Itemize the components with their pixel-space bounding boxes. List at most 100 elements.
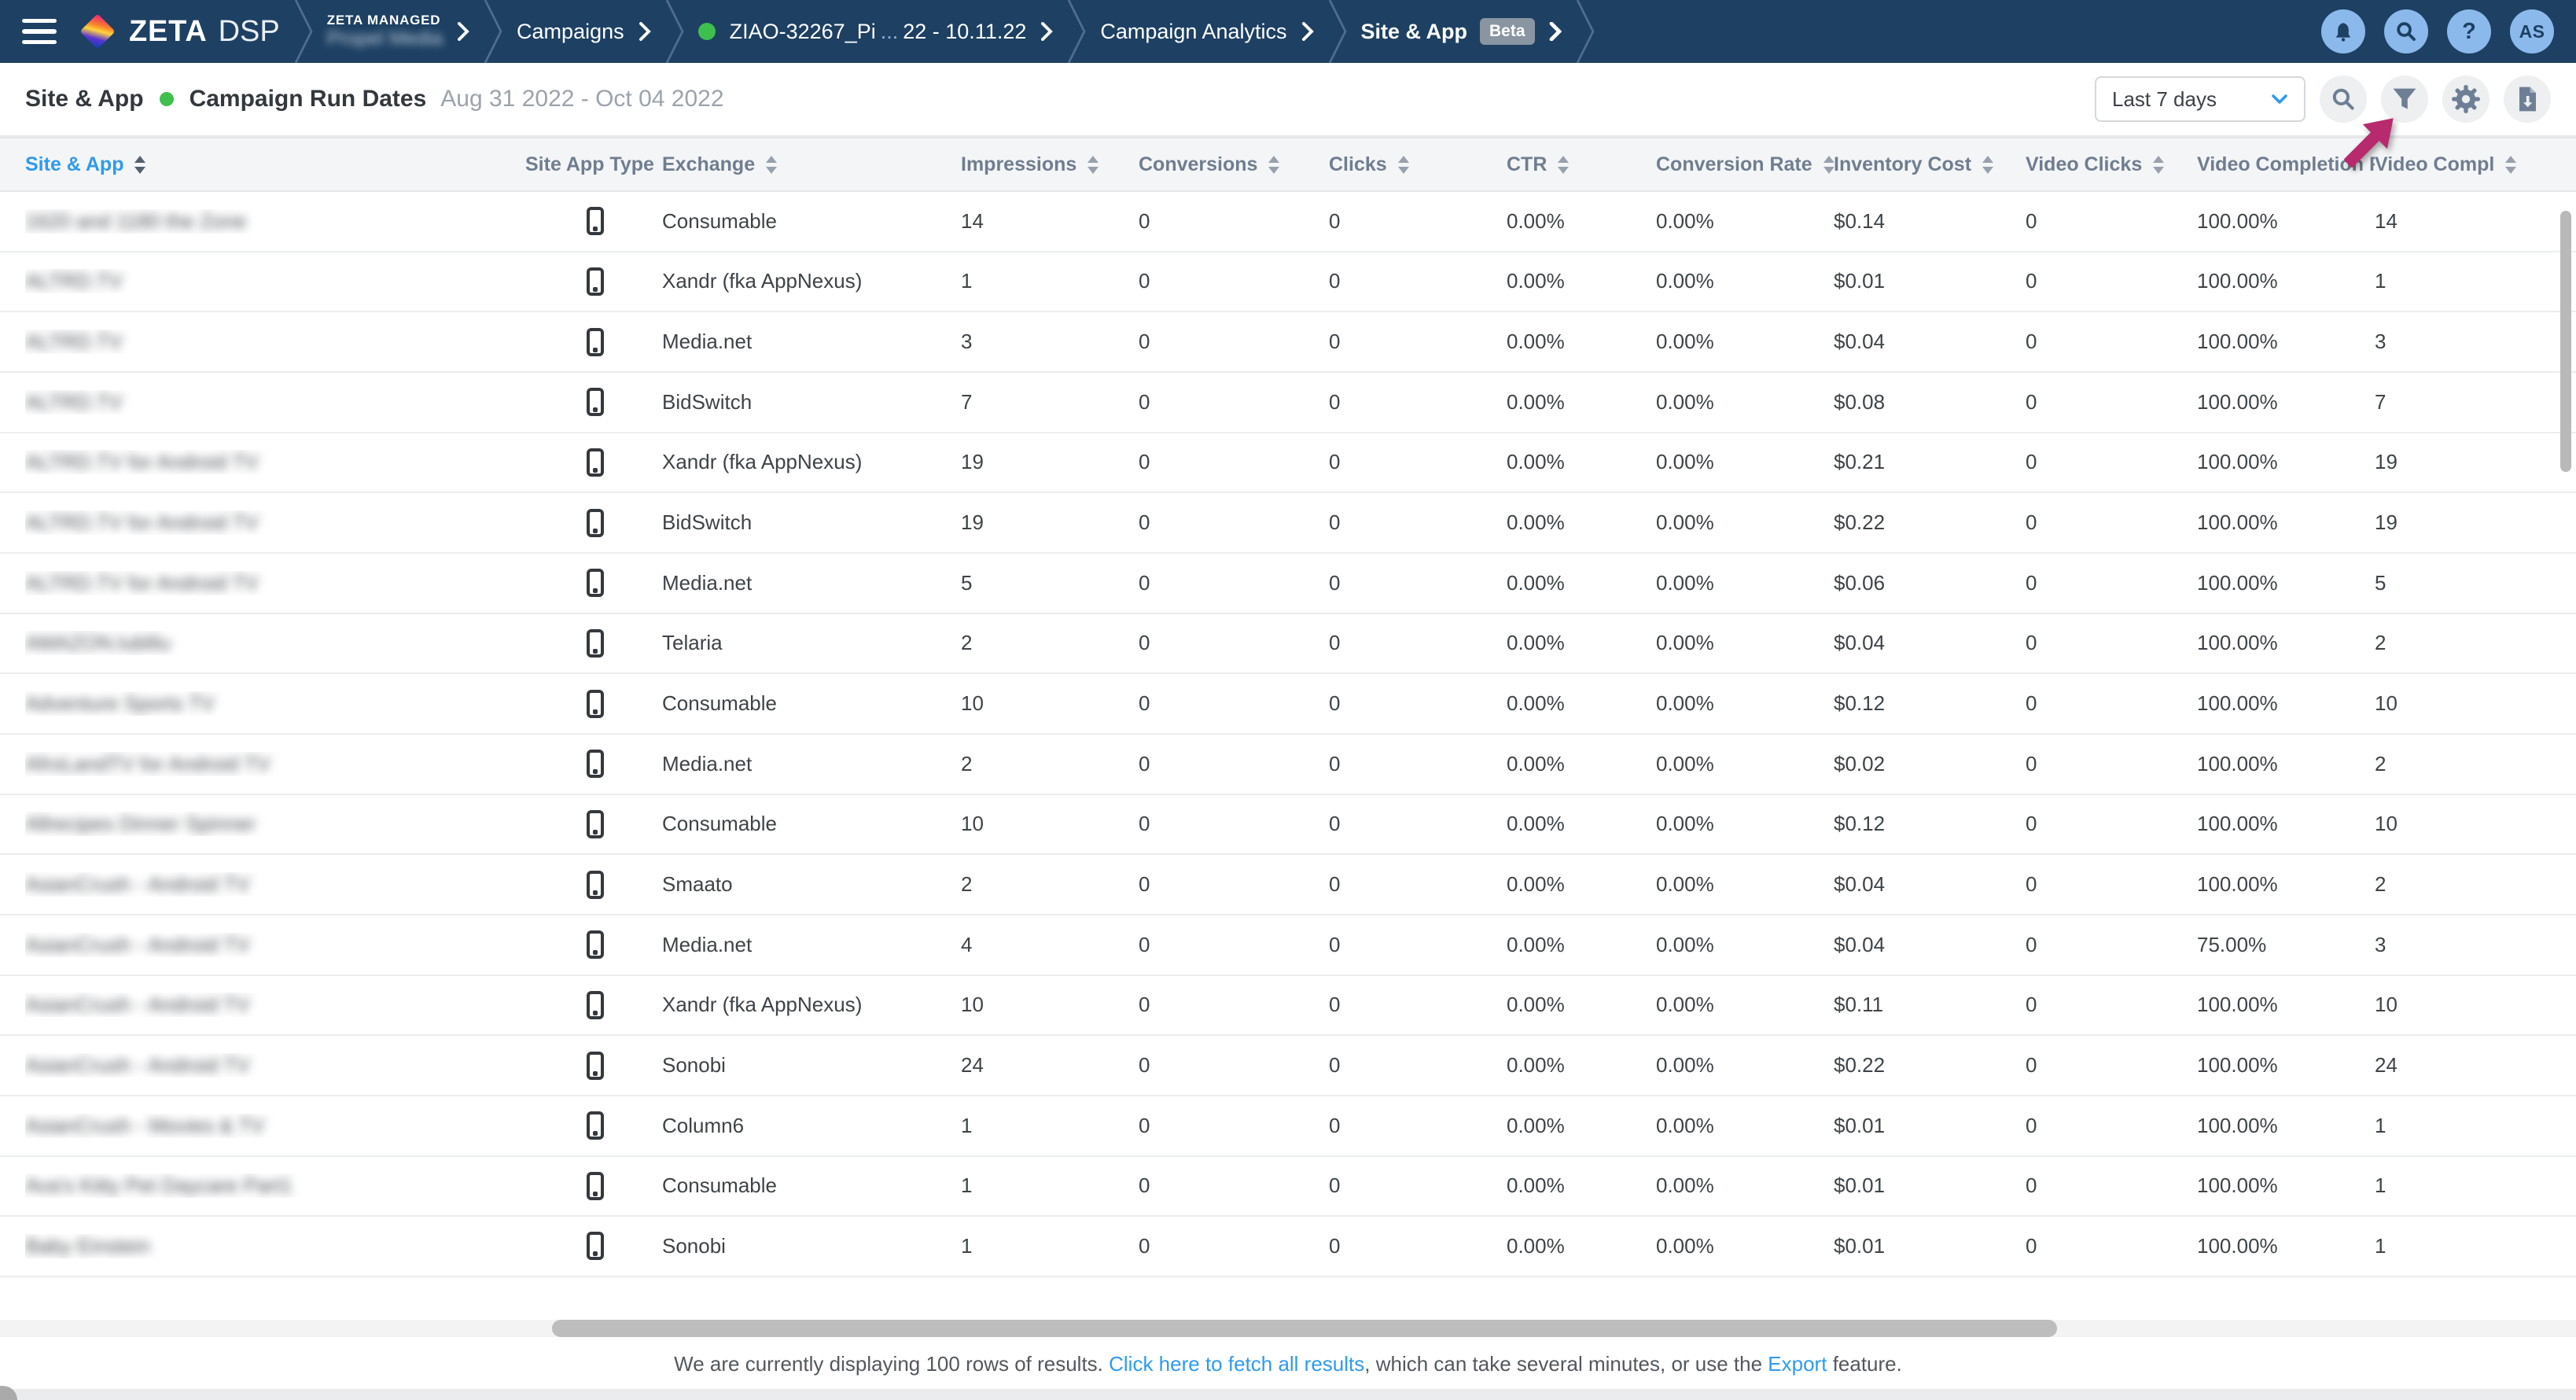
breadcrumb-site-and-app[interactable]: Site & App Beta [1361,18,1562,45]
column-header[interactable]: Site & App [25,153,525,176]
date-range-text: Aug 31 2022 - Oct 04 2022 [440,86,724,112]
ctr-cell: 0.00% [1507,510,1565,535]
column-header[interactable]: Inventory Cost [1834,153,2026,176]
horizontal-scrollbar-thumb[interactable] [552,1320,2057,1337]
video-clicks-cell: 0 [2026,691,2037,716]
settings-button[interactable] [2442,76,2490,123]
column-header[interactable]: Conversions [1139,153,1329,176]
filter-button[interactable] [2381,76,2428,123]
site-name-blurred: ALTRD.TV [25,389,123,414]
inventory-cost-cell: $0.12 [1834,691,1886,716]
site-app-type-cell [525,569,662,598]
date-range-select[interactable]: Last 7 days [2095,76,2306,122]
ctr-cell: 0.00% [1507,389,1565,414]
sort-arrows-icon [1823,156,1834,174]
ctr-cell: 0.00% [1507,450,1565,474]
conversions-cell: 0 [1139,330,1150,354]
conversions-cell: 0 [1139,631,1150,655]
column-header[interactable]: Video Clicks [2026,153,2197,176]
site-name-blurred: Allrecipes Dinner Spinner [25,812,256,836]
inventory-cost-cell: $0.04 [1834,330,1886,354]
help-button[interactable]: ? [2447,9,2491,53]
site-app-type-cell [525,809,662,838]
video-completions-cell: 1 [2375,1233,2386,1258]
impressions-cell: 5 [961,570,973,595]
video-completion-rate-cell: 100.00% [2197,510,2278,535]
column-header[interactable]: Clicks [1329,153,1507,176]
conversions-cell: 0 [1139,1053,1150,1078]
mobile-app-icon [587,569,604,598]
mobile-app-icon [587,1111,604,1140]
clicks-cell: 0 [1329,751,1341,776]
mobile-app-icon [587,689,604,718]
video-clicks-cell: 0 [2026,932,2037,956]
clicks-cell: 0 [1329,1233,1341,1258]
exchange-cell: Media.net [662,751,753,776]
column-header-label: Conversion Rate [1656,153,1812,175]
mobile-app-icon [587,267,604,296]
breadcrumb-campaign[interactable]: ZIAO-32267_Pi ... 22 - 10.11.22 [697,20,1054,44]
video-completions-cell: 2 [2375,872,2386,897]
user-avatar[interactable]: AS [2510,9,2554,53]
video-completion-rate-cell: 100.00% [2197,269,2278,293]
impressions-cell: 3 [961,330,973,354]
impressions-cell: 10 [961,691,984,716]
clicks-cell: 0 [1329,510,1341,535]
video-clicks-cell: 0 [2026,812,2037,836]
gear-icon [2452,85,2480,113]
zeta-diamond-icon [79,13,116,50]
impressions-cell: 1 [961,1233,973,1258]
inventory-cost-cell: $0.06 [1834,570,1886,595]
site-app-cell: Adventure Sports TV [25,691,525,716]
breadcrumb-separator [1068,0,1086,63]
breadcrumb-zeta-managed[interactable]: ZETA MANAGED Propel Media [327,13,469,50]
table-search-button[interactable] [2320,76,2367,123]
horizontal-scrollbar-track[interactable] [0,1320,2576,1337]
column-header[interactable]: Conversion Rate [1656,153,1834,176]
video-completions-cell: 5 [2375,570,2386,595]
site-app-table: Site & App Site App Type Exchange Impres… [0,137,2576,1279]
export-link[interactable]: Export [1768,1351,1827,1376]
vertical-scrollbar-thumb[interactable] [2560,211,2571,472]
video-clicks-cell: 0 [2026,389,2037,414]
fetch-all-results-link[interactable]: Click here to fetch all results [1109,1351,1365,1376]
table-row: AsianCrush - Android TV Xandr (fka AppNe… [0,975,2576,1037]
clicks-cell: 0 [1329,812,1341,836]
column-header[interactable]: Video Compl [2375,153,2576,176]
breadcrumb-separator [1328,0,1347,63]
global-search-button[interactable] [2384,9,2428,53]
column-header[interactable]: Impressions [961,153,1139,176]
video-clicks-cell: 0 [2026,631,2037,655]
video-completion-rate-cell: 100.00% [2197,389,2278,414]
video-clicks-cell: 0 [2026,570,2037,595]
video-clicks-cell: 0 [2026,751,2037,776]
notifications-button[interactable] [2321,9,2365,53]
header-actions: Last 7 days [2095,76,2551,123]
date-range-value: Last 7 days [2112,87,2217,111]
breadcrumb-campaign-analytics[interactable]: Campaign Analytics [1100,20,1314,44]
export-button[interactable] [2504,76,2551,123]
inventory-cost-cell: $0.22 [1834,1053,1886,1078]
video-completion-rate-cell: 100.00% [2197,570,2278,595]
clicks-cell: 0 [1329,269,1341,293]
search-icon [2332,88,2354,110]
table-row: Allrecipes Dinner Spinner Consumable 10 … [0,794,2576,856]
mobile-app-icon [587,930,604,960]
table-row: 1620 and 1180 the Zone Consumable 14 0 0… [0,192,2576,252]
column-header[interactable]: Video Completion Rate [2197,153,2375,176]
breadcrumb-campaigns[interactable]: Campaigns [517,20,651,44]
conversions-cell: 0 [1139,570,1150,595]
mobile-app-icon [587,1171,604,1200]
breadcrumb-separator [665,0,684,63]
video-completions-cell: 2 [2375,631,2386,655]
zeta-dsp-logo[interactable]: ZETA DSP [79,13,280,50]
ctr-cell: 0.00% [1507,208,1565,233]
clicks-cell: 0 [1329,691,1341,716]
ctr-cell: 0.00% [1507,330,1565,354]
column-header[interactable]: CTR [1507,153,1656,176]
hamburger-menu-icon[interactable] [22,19,57,44]
site-app-type-cell [525,267,662,296]
column-header[interactable]: Site App Type [525,153,662,176]
column-header[interactable]: Exchange [662,153,961,176]
site-app-cell: ALTRD.TV [25,330,525,354]
